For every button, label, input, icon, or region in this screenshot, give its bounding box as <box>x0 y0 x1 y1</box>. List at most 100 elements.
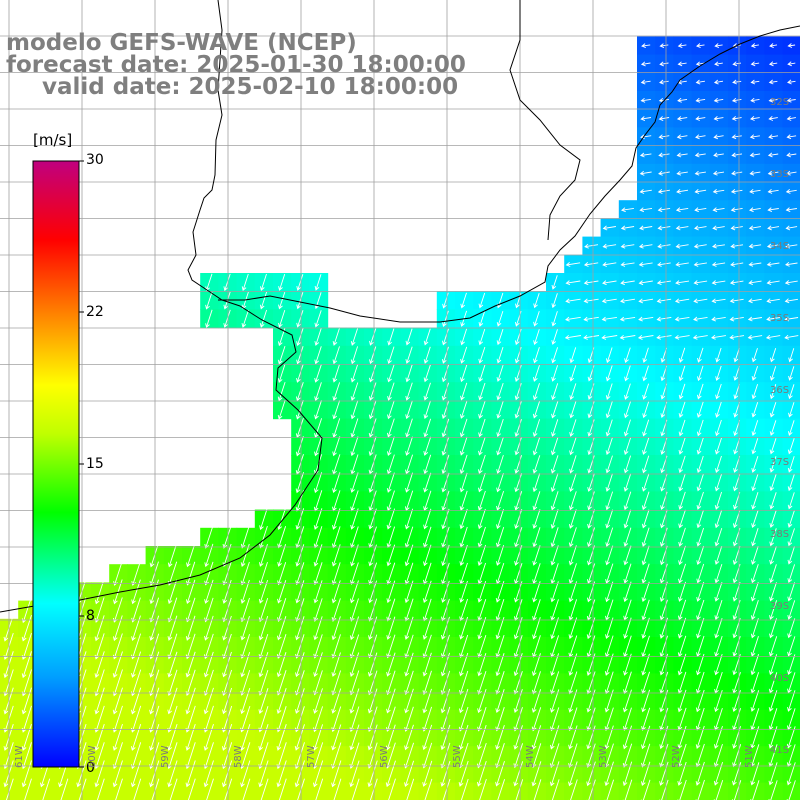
wind-arrow <box>713 97 724 103</box>
wind-arrow <box>368 598 378 622</box>
wind-arrow <box>495 544 505 566</box>
wind-arrow <box>550 671 560 695</box>
wind-arrow <box>677 617 687 639</box>
wind-arrow <box>605 527 614 548</box>
wind-arrow <box>712 170 725 176</box>
wind-arrow <box>422 724 433 751</box>
wind-arrow <box>678 401 686 418</box>
wind-arrow <box>786 97 796 103</box>
wind-arrow <box>694 225 707 231</box>
wind-arrow <box>694 152 706 158</box>
wind-arrow <box>349 598 359 622</box>
wind-arrow <box>167 687 178 715</box>
colorbar-gradient <box>32 160 80 768</box>
wind-arrow <box>751 492 759 510</box>
wind-arrow <box>495 653 505 677</box>
wind-arrow <box>405 328 413 346</box>
wind-arrow <box>751 546 759 565</box>
wind-arrow <box>221 760 233 788</box>
wind-arrow <box>748 261 762 267</box>
wind-arrow <box>477 580 487 603</box>
lon-label: 60W <box>87 745 98 768</box>
wind-arrow <box>368 472 377 493</box>
wind-arrow <box>769 348 777 363</box>
wind-arrow <box>696 527 705 547</box>
wind-arrow <box>696 491 704 510</box>
wind-arrow <box>531 653 541 677</box>
wind-arrow <box>404 634 414 659</box>
wind-arrow <box>350 544 359 567</box>
wind-arrow <box>513 671 523 695</box>
wind-arrow <box>693 280 708 286</box>
wind-arrow <box>677 653 687 676</box>
wind-arrow <box>695 79 705 85</box>
wind-arrow <box>350 328 359 346</box>
wind-arrow <box>441 472 450 493</box>
wind-arrow <box>497 779 506 800</box>
wind-arrow <box>604 707 614 732</box>
wind-arrows <box>3 43 799 800</box>
wind-arrow <box>768 636 778 657</box>
wind-arrow <box>478 364 486 383</box>
wind-arrow <box>277 399 286 420</box>
wind-arrow <box>240 543 250 568</box>
wind-arrow <box>423 436 432 456</box>
wind-arrow <box>332 472 341 494</box>
wind-arrow <box>605 563 614 584</box>
wind-arrow <box>621 207 634 213</box>
wind-arrow <box>657 225 671 231</box>
wind-arrow <box>785 261 798 267</box>
wind-arrow <box>586 581 596 603</box>
wind-arrow <box>550 617 559 640</box>
wind-arrow <box>677 599 687 621</box>
wind-arrow <box>785 225 798 231</box>
wind-arrow <box>259 525 268 549</box>
wind-arrow <box>749 207 761 213</box>
wind-arrow <box>388 778 396 800</box>
wind-arrow <box>404 670 414 696</box>
wind-arrow <box>331 634 341 659</box>
wind-arrow <box>659 653 669 676</box>
wind-arrow <box>477 490 486 511</box>
wind-arrow <box>696 581 705 602</box>
wind-arrow <box>747 316 762 322</box>
wind-arrow <box>477 508 486 530</box>
wind-arrow <box>477 706 487 732</box>
wind-arrow <box>258 760 269 788</box>
wind-arrow <box>714 617 723 639</box>
wind-arrow <box>658 152 670 158</box>
wind-arrow <box>675 225 689 231</box>
wind-arrow <box>478 310 486 327</box>
wind-arrow <box>586 671 596 695</box>
wind-arrow <box>641 43 651 49</box>
wind-arrow <box>676 189 689 194</box>
wind-arrow <box>714 43 723 49</box>
wind-arrow <box>605 401 613 419</box>
wind-arrow <box>605 347 613 364</box>
wind-arrow <box>693 261 707 267</box>
lon-label: 56W <box>379 745 390 768</box>
wind-arrow <box>21 614 32 642</box>
wind-arrow <box>314 364 322 383</box>
wind-arrow <box>314 328 322 346</box>
wind-arrow <box>624 383 631 400</box>
wind-arrow <box>604 653 614 676</box>
wind-arrow <box>568 743 578 768</box>
wind-arrow <box>641 581 650 603</box>
wind-arrow <box>459 400 468 419</box>
wind-arrow <box>624 365 631 382</box>
wind-arrow <box>623 401 631 419</box>
wind-arrow <box>620 243 635 249</box>
wind-arrow <box>768 61 778 67</box>
wind-arrow <box>260 778 269 800</box>
wind-arrow <box>532 509 541 529</box>
wind-arrow <box>495 634 505 658</box>
wind-arrow <box>533 293 540 309</box>
wind-arrow <box>496 400 504 419</box>
wind-arrow <box>715 347 722 363</box>
wind-arrow <box>713 134 724 140</box>
wind-arrow <box>549 743 560 769</box>
wind-arrow <box>751 528 759 547</box>
wind-arrow <box>787 420 795 436</box>
